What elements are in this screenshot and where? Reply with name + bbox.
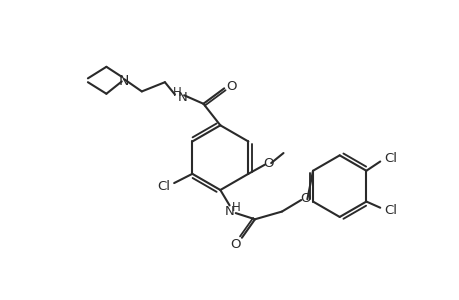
Text: O: O [300,192,310,205]
Text: O: O [230,238,241,251]
Text: N: N [177,91,187,104]
Text: N: N [118,74,128,88]
Text: Cl: Cl [384,152,397,165]
Text: H: H [173,86,181,99]
Text: Cl: Cl [157,180,169,193]
Text: N: N [224,205,234,218]
Text: O: O [263,157,274,169]
Text: O: O [226,80,237,92]
Text: Cl: Cl [384,204,397,217]
Text: H: H [232,201,241,214]
